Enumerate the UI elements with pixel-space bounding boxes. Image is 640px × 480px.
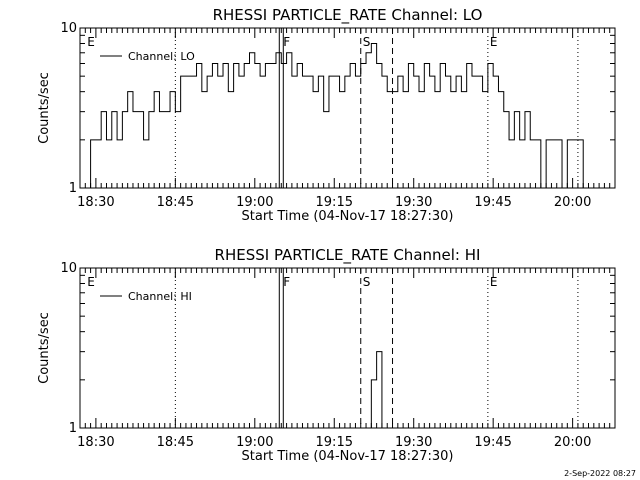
x-tick-label: 18:45 — [157, 195, 194, 210]
marker-label: E — [490, 35, 498, 49]
x-tick-label: 18:45 — [157, 435, 194, 450]
marker-label: S — [363, 275, 371, 289]
y-tick-label: 1 — [69, 421, 77, 436]
y-axis-label: Counts/sec — [37, 72, 52, 144]
y-tick-label: 1 — [69, 181, 77, 196]
x-tick-label: 20:00 — [554, 195, 591, 210]
x-tick-label: 18:30 — [77, 195, 114, 210]
y-axis-label: Counts/sec — [37, 312, 52, 384]
x-tick-label: 19:00 — [236, 435, 273, 450]
legend-entry: Channel: LO — [128, 50, 195, 63]
legend-entry: Channel: HI — [128, 290, 192, 303]
marker-label: E — [87, 35, 95, 49]
marker-label: F — [283, 275, 290, 289]
plot-frame — [79, 267, 616, 429]
marker-label: F — [283, 35, 290, 49]
y-tick-label: 10 — [60, 261, 77, 276]
x-tick-label: 20:00 — [554, 435, 591, 450]
series-line — [366, 351, 383, 429]
x-axis-label: Start Time (04-Nov-17 18:27:30) — [242, 449, 454, 464]
y-tick-label: 10 — [60, 21, 77, 36]
marker-label: E — [87, 275, 95, 289]
x-tick-label: 19:15 — [316, 195, 353, 210]
x-tick-label: 19:15 — [316, 435, 353, 450]
x-tick-label: 19:30 — [395, 195, 432, 210]
marker-label: S — [363, 35, 371, 49]
x-tick-label: 19:45 — [474, 195, 511, 210]
series-line — [85, 43, 584, 189]
panel-0: RHESSI PARTICLE_RATE Channel: LO 18:30 18:… — [37, 6, 616, 224]
panel-1: RHESSI PARTICLE_RATE Channel: HI 18:30 18:… — [37, 246, 616, 464]
plot-frame — [79, 27, 616, 189]
x-tick-label: 19:45 — [474, 435, 511, 450]
footer-timestamp: 2-Sep-2022 08:27 — [564, 469, 636, 478]
x-axis-label: Start Time (04-Nov-17 18:27:30) — [242, 209, 454, 224]
chart-title: RHESSI PARTICLE_RATE Channel: HI — [215, 246, 481, 265]
chart-title: RHESSI PARTICLE_RATE Channel: LO — [213, 6, 483, 25]
x-tick-label: 19:00 — [236, 195, 273, 210]
marker-label: E — [490, 275, 498, 289]
x-tick-label: 19:30 — [395, 435, 432, 450]
x-tick-label: 18:30 — [77, 435, 114, 450]
